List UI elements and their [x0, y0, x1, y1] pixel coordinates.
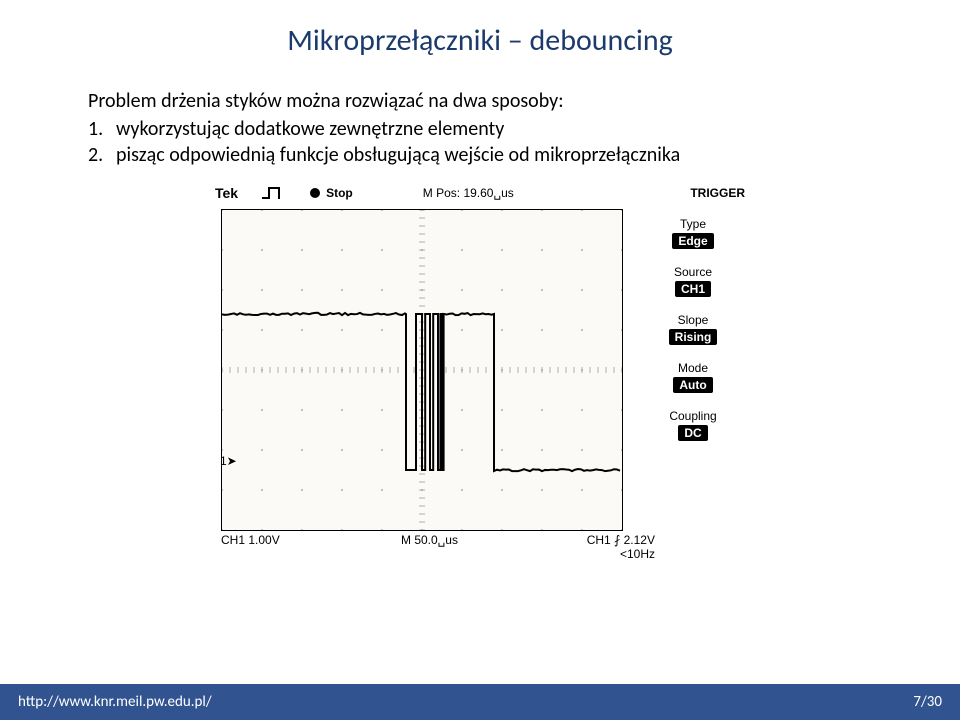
scope-side-panel: TypeEdge SourceCH1 SlopeRising ModeAuto …: [641, 209, 745, 529]
side-value-mode: Auto: [673, 377, 712, 393]
content-block: Problem drżenia styków można rozwiązać n…: [0, 59, 960, 167]
intro-text: Problem drżenia styków można rozwiązać n…: [88, 89, 872, 113]
list-num-2: 2.: [88, 143, 116, 167]
side-value-source: CH1: [675, 281, 711, 297]
page-title: Mikroprzełączniki – debouncing: [0, 0, 960, 59]
scope-timebase: M 50.0␣us: [401, 533, 458, 547]
side-value-slope: Rising: [669, 329, 718, 345]
scope-header: Tek Stop M Pos: 19.60␣us TRIGGER: [215, 185, 745, 201]
list-num-1: 1.: [88, 117, 116, 141]
side-label-type: Type: [641, 217, 745, 231]
footer-bar: http://www.knr.meil.pw.edu.pl/ 7/30: [0, 684, 960, 720]
side-value-type: Edge: [672, 233, 713, 249]
scope-run-icon: [262, 187, 282, 199]
scope-mpos: M Pos: 19.60␣us: [423, 186, 514, 200]
list-item: 2. pisząc odpowiednią funkcje obsługując…: [88, 143, 872, 167]
side-label-slope: Slope: [641, 313, 745, 327]
side-label-source: Source: [641, 265, 745, 279]
scope-trig-info: CH1 ⨏ 2.12V: [587, 533, 655, 547]
side-label-coupling: Coupling: [641, 409, 745, 423]
footer-url: http://www.knr.meil.pw.edu.pl/: [18, 693, 212, 711]
scope-trace-svg: [222, 210, 622, 530]
scope-freq: <10Hz: [620, 547, 655, 561]
side-value-coupling: DC: [678, 425, 707, 441]
list-item: 1. wykorzystując dodatkowe zewnętrzne el…: [88, 117, 872, 141]
side-label-mode: Mode: [641, 361, 745, 375]
scope-ch1-scale: CH1 1.00V: [221, 533, 280, 547]
scope-vendor: Tek: [215, 185, 238, 201]
slide: Mikroprzełączniki – debouncing Problem d…: [0, 0, 960, 720]
oscilloscope-screenshot: Tek Stop M Pos: 19.60␣us TRIGGER ▼ 1➤ Ty…: [215, 185, 745, 565]
list-text-2: pisząc odpowiednią funkcje obsługującą w…: [116, 143, 680, 167]
scope-status: Stop: [310, 186, 353, 200]
scope-screen: 1➤: [221, 209, 623, 531]
footer-page: 7/30: [913, 693, 942, 711]
scope-trigger-label: TRIGGER: [690, 186, 745, 200]
list-text-1: wykorzystując dodatkowe zewnętrzne eleme…: [116, 117, 504, 141]
